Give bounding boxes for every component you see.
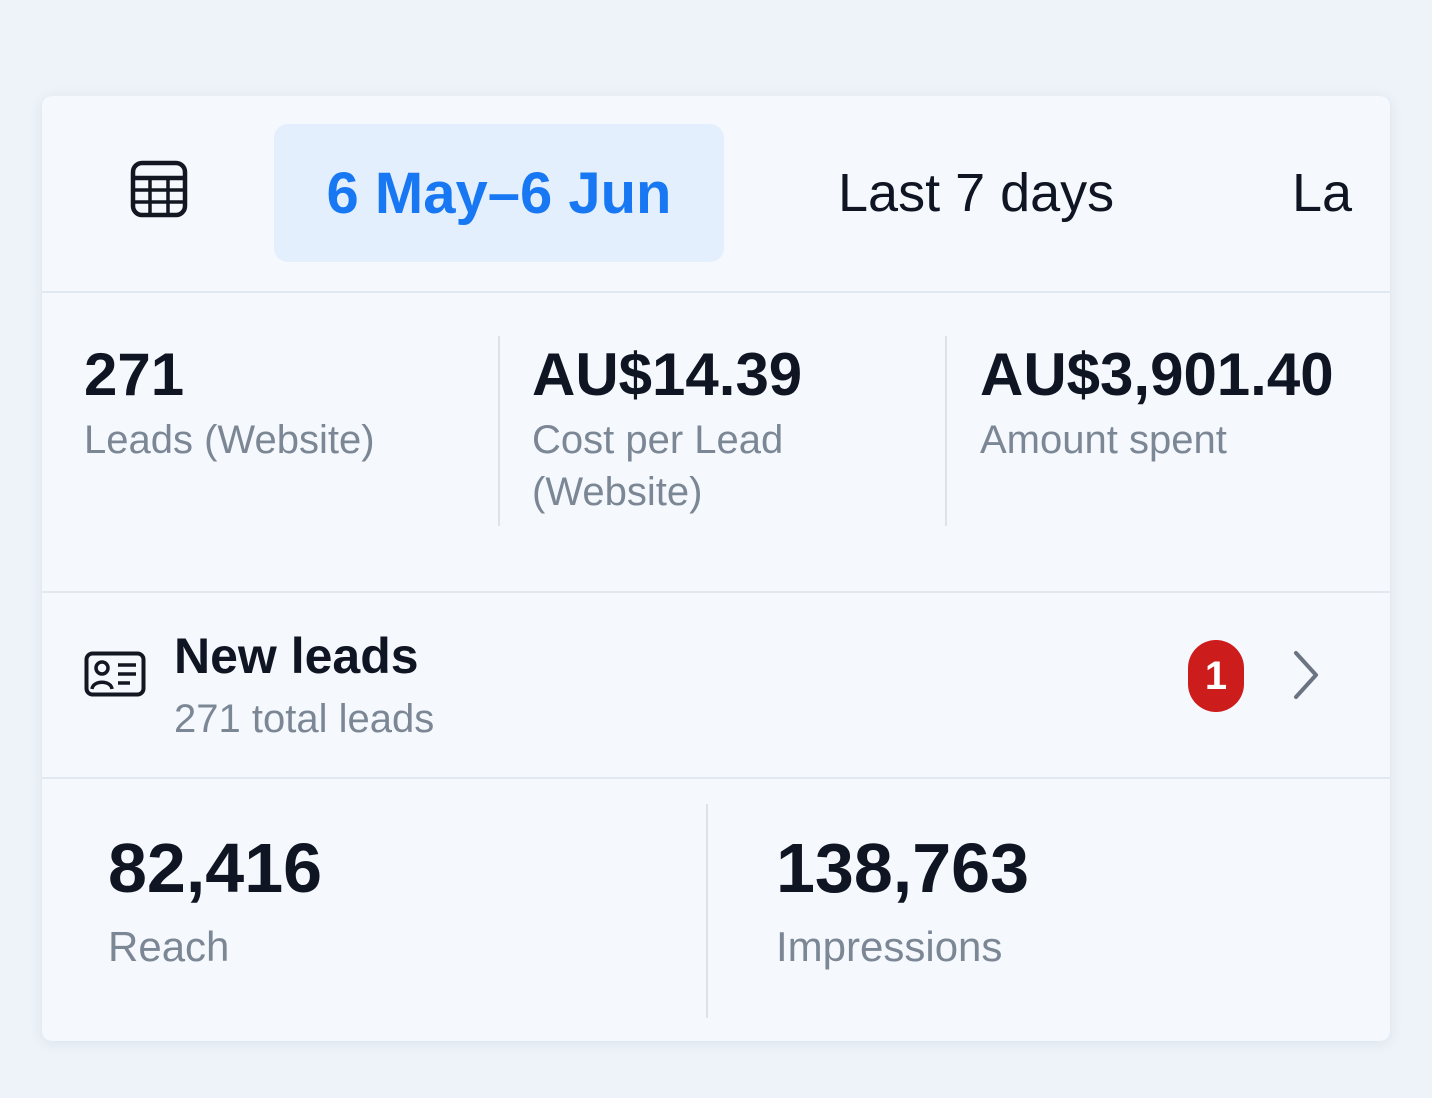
stat-value: AU$3,901.40 bbox=[980, 341, 1334, 408]
column-divider bbox=[706, 804, 708, 1018]
new-leads-subtitle: 271 total leads bbox=[174, 697, 435, 741]
insights-card: 6 May–6 Jun Last 7 days La 271 Leads (We… bbox=[42, 96, 1390, 1041]
divider bbox=[42, 777, 1390, 779]
calendar-icon[interactable] bbox=[130, 160, 188, 218]
divider bbox=[42, 591, 1390, 593]
stat-value: AU$14.39 bbox=[532, 341, 803, 408]
notification-badge: 1 bbox=[1188, 640, 1244, 712]
date-range-tabs: 6 May–6 Jun Last 7 days La bbox=[42, 96, 1390, 292]
stat-label: Reach bbox=[108, 923, 230, 970]
stat-value: 138,763 bbox=[776, 829, 1030, 907]
new-leads-row[interactable]: New leads 271 total leads 1 bbox=[42, 593, 1390, 777]
new-leads-title: New leads bbox=[174, 628, 419, 684]
contact-card-icon bbox=[84, 651, 146, 697]
divider bbox=[42, 291, 1390, 293]
chevron-right-icon[interactable] bbox=[1286, 647, 1326, 703]
stat-label: Leads (Website) bbox=[84, 418, 375, 462]
stat-amount-spent: AU$3,901.40 Amount spent bbox=[980, 340, 1334, 466]
stat-reach: 82,416 Reach bbox=[108, 826, 322, 974]
stat-label: Impressions bbox=[776, 923, 1003, 970]
tab-last-7-days[interactable]: Last 7 days bbox=[838, 163, 1115, 223]
stat-label: Amount spent bbox=[980, 418, 1227, 462]
stat-value: 271 bbox=[84, 341, 185, 408]
tab-date-range-selected[interactable]: 6 May–6 Jun bbox=[274, 124, 724, 262]
column-divider bbox=[945, 336, 947, 526]
column-divider bbox=[498, 336, 500, 526]
stat-impressions: 138,763 Impressions bbox=[776, 826, 1029, 974]
stat-label: Cost per Lead (Website) bbox=[532, 418, 784, 514]
stat-value: 82,416 bbox=[108, 829, 323, 907]
tab-last-partial[interactable]: La bbox=[1292, 163, 1353, 223]
stat-leads-website: 271 Leads (Website) bbox=[84, 340, 375, 466]
stat-cost-per-lead: AU$14.39 Cost per Lead (Website) bbox=[532, 340, 852, 518]
